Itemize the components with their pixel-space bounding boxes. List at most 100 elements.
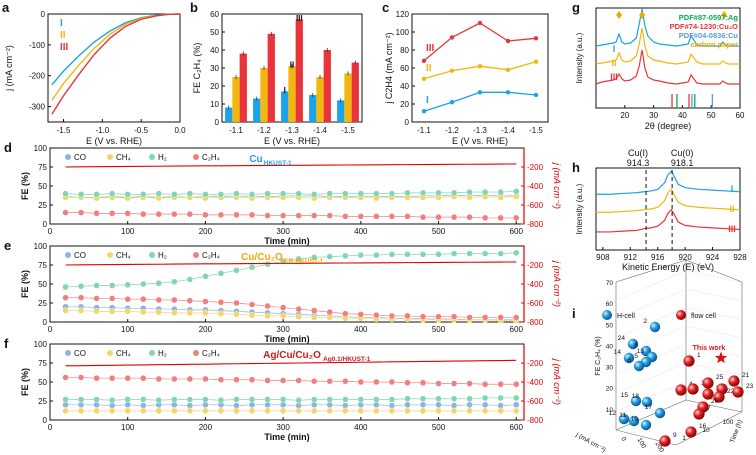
data-point-C2H4-220: [217, 211, 225, 219]
data-point-C2H4-500: [435, 213, 442, 221]
data-point-C2H4-380: [342, 378, 349, 385]
y-axis-label: FE (%): [20, 172, 30, 200]
point-label-7: 7: [707, 405, 711, 412]
grid-line: [615, 381, 687, 412]
data-point-H2-160: [171, 396, 178, 403]
data-point-C2H4-220: [217, 376, 225, 383]
legend-H2: H₂: [158, 349, 167, 358]
data-point-CO-240: [233, 402, 240, 409]
x-tick-label: -1.0: [95, 126, 109, 135]
this-work-label: This work: [693, 345, 726, 352]
data-point-CH4-420: [373, 407, 380, 415]
data-point-CH4-540: [466, 194, 473, 201]
legend-I: I: [284, 86, 286, 95]
data-point-I--1.2: [449, 100, 455, 105]
data-point-CH4-20: [62, 407, 69, 415]
data-point-C2H4-560: [481, 214, 489, 222]
y-axis-label: FE C₂H₄ (%): [192, 43, 202, 94]
data-point-H2-440: [388, 190, 396, 197]
data-point-C2H4-120: [140, 375, 147, 382]
panel-label-b: b: [190, 0, 198, 15]
series-line-C2H4: [65, 212, 517, 219]
data-point-CH4-240: [233, 311, 240, 318]
data-point-II--1.1: [421, 76, 427, 82]
series-line-II: [595, 27, 740, 65]
legend-III: III: [426, 43, 435, 54]
data-point-CH4-320: [295, 313, 302, 320]
data-point-H2-180: [186, 276, 194, 283]
data-point-7: [693, 408, 705, 420]
series-line-C2H4: [65, 297, 517, 318]
data-point-C2H4-180: [186, 210, 194, 218]
data-point-CO-280: [264, 401, 271, 408]
data-point-H2-460: [404, 189, 411, 197]
x-tick-label: 908: [596, 253, 610, 262]
data-point-H2-500: [435, 251, 442, 258]
x-tick-label: 60: [736, 111, 745, 120]
y-tick-label: 40: [210, 46, 219, 55]
data-point-CH4-240: [233, 407, 240, 415]
point-label-10: 10: [631, 416, 639, 423]
y-tick-label: 50: [38, 280, 47, 289]
data-point-CH4-20: [62, 307, 69, 314]
data-point-CH4-40: [77, 407, 85, 415]
x-axis-label: j (mA cm⁻²): [574, 431, 607, 454]
x-tick-label: -1.4: [501, 126, 515, 135]
z-tick-label: 40: [606, 343, 614, 350]
data-point-C2H4-580: [497, 214, 504, 222]
y-tick-label: 100: [34, 340, 48, 349]
data-point-11: [628, 415, 640, 427]
x-tick-label: 200: [199, 227, 213, 236]
data-point-H2-300: [279, 396, 287, 403]
data-point-C2H4-360: [326, 378, 333, 385]
bar-I--1.3: [281, 91, 289, 122]
catalyst-label: Ag/Cu/Cu₂O: [263, 350, 321, 361]
data-point-H2-540: [466, 395, 473, 402]
data-point-C2H4-460: [404, 213, 411, 220]
x-tick-label: 0: [48, 423, 53, 432]
data-point-H2-100: [124, 191, 131, 198]
data-point-H2-280: [264, 190, 271, 197]
data-point-CH4-40: [77, 307, 85, 314]
data-point-C2H4-340: [310, 212, 318, 219]
y2-tick-label: -200: [527, 359, 544, 368]
data-point-CH4-480: [419, 407, 427, 415]
data-point-H2-400: [357, 251, 365, 259]
data-point-H2-220: [217, 270, 225, 277]
data-point-C2H4-140: [155, 296, 162, 304]
y-tick-label: -300: [29, 103, 46, 112]
x-tick-label: 300: [276, 423, 290, 432]
grid-line: [685, 325, 743, 339]
data-point-H2-560: [481, 250, 489, 257]
data-point-C2H4-580: [497, 314, 504, 321]
panel-label-g: g: [572, 0, 580, 15]
data-point-14: [623, 352, 635, 364]
grid-line: [685, 288, 743, 302]
z-tick-label: 70: [606, 280, 614, 287]
axis-3d-edge: [675, 411, 743, 446]
bar-II--1.2: [260, 68, 268, 122]
data-point-CH4-460: [404, 407, 411, 415]
data-point-C2H4-400: [357, 311, 365, 318]
data-point-H2-400: [357, 396, 365, 403]
data-point-III--1.4: [505, 38, 511, 44]
axis-3d-edge: [615, 259, 687, 283]
data-point-C2H4-40: [77, 209, 85, 216]
data-point-C2H4-520: [450, 380, 458, 387]
x-tick-label: 600: [510, 325, 524, 334]
data-point-C2H4-600: [513, 381, 520, 388]
data-point-C2H4-260: [248, 211, 256, 219]
data-point-H2-460: [404, 395, 411, 402]
data-point-2: [649, 321, 661, 333]
bar-II--1.3: [288, 66, 296, 122]
y2-tick-label: -800: [527, 318, 544, 327]
annotation-value-cu1: 914.3: [627, 158, 650, 168]
legend-CH4: CH₄: [116, 251, 131, 260]
data-point-CH4-340: [310, 407, 318, 415]
series-line-I: [423, 91, 537, 112]
data-point-H2-340: [310, 191, 318, 198]
bar-II--1.4: [316, 77, 324, 122]
data-point-H2-80: [108, 282, 116, 289]
data-point-H2-300: [279, 258, 287, 265]
legend-marker-flow-cell: [676, 310, 686, 320]
